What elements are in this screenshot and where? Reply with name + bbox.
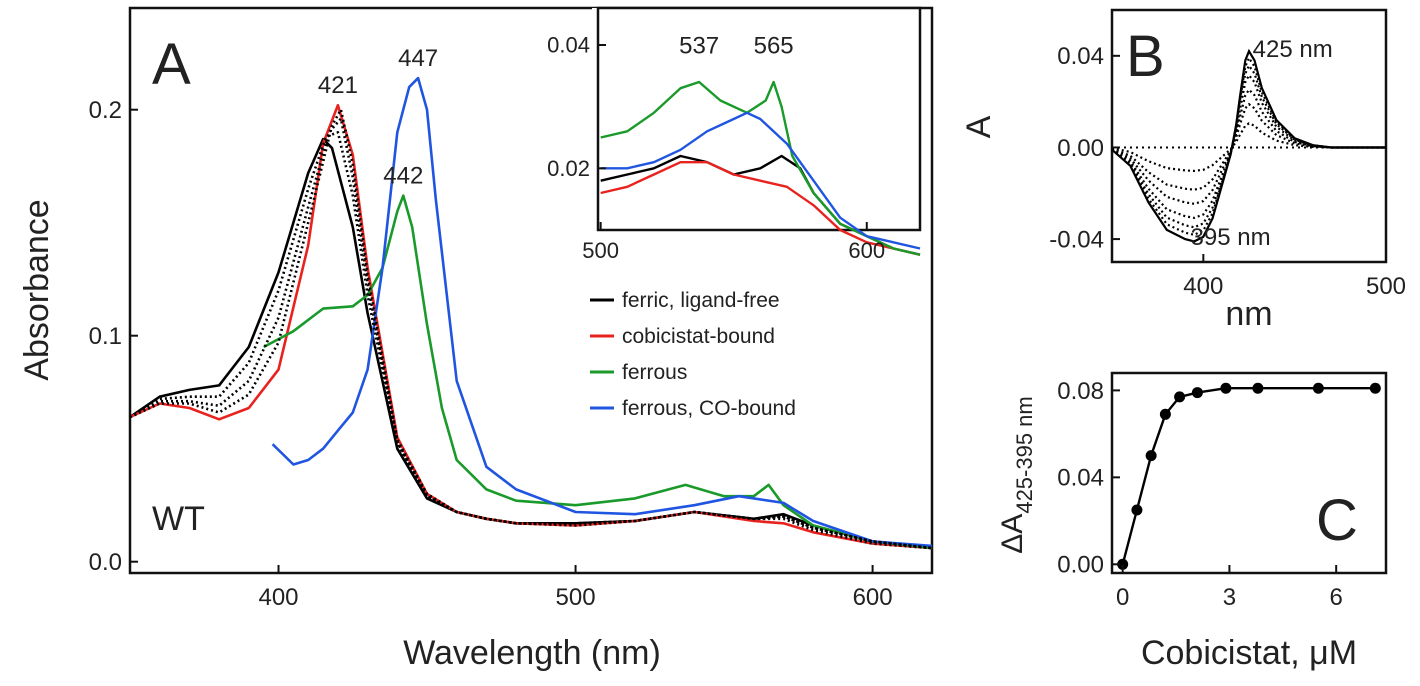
panel-b: 400 500 0.04 0.00 -0.04 B 425 nm 395 nm nm A: [960, 8, 1406, 333]
panel-a-ylabel: Absorbance: [18, 199, 56, 380]
titration-point: [1369, 382, 1381, 394]
inset-spectrum-ferrous: [600, 80, 921, 256]
titration-point: [1312, 382, 1324, 394]
panel-a-xtick-label: 500: [556, 584, 596, 611]
titration-fit-line: [1121, 387, 1376, 565]
inset-spectrum-ferrous-co-bound: [600, 111, 921, 250]
difference-spectrum-3: [1111, 87, 1386, 205]
peak-annotation-395-nm: 395 nm: [1191, 224, 1271, 251]
panel-b-xtick-label: 500: [1366, 273, 1406, 300]
panel-c-ytick-label: 0.00: [1057, 552, 1104, 579]
inset-spectrum-cobicistat-bound: [600, 161, 921, 256]
legend-label-ferrous: ferrous: [622, 361, 687, 384]
panel-c-ylabel-main: ΔA: [996, 514, 1029, 554]
titration-point: [1174, 391, 1186, 403]
legend-entry-co: ferrous, CO-bound: [590, 397, 796, 420]
peak-label-442: 442: [383, 163, 423, 190]
inset-curves: [600, 80, 921, 256]
difference-spectrum-5: [1111, 63, 1386, 229]
inset-ytick-label: 0.04: [547, 33, 590, 58]
titration-point: [1131, 504, 1143, 516]
titration-point: [1191, 387, 1203, 399]
inset-axes: 500 600 0.02 0.04: [547, 33, 885, 263]
panel-a-ytick-label: 0.2: [89, 97, 122, 124]
panel-a-frame: [128, 6, 934, 575]
panel-a-ytick-label: 0.0: [89, 549, 122, 576]
legend: ferric, ligand-free cobicistat-bound fer…: [590, 289, 796, 420]
panel-a-xtick-label: 600: [853, 584, 893, 611]
panel-b-ytick-label: 0.00: [1057, 135, 1104, 162]
panel-c: 0 3 6 0.00 0.04 0.08 C Cobicistat, μM ΔA425-3…: [996, 371, 1388, 672]
panel-a-peak-labels: 421 447 442: [318, 45, 438, 190]
legend-entry-cobicistat: cobicistat-bound: [590, 325, 775, 348]
panel-c-frame: [1110, 371, 1388, 575]
panel-b-xlabel: nm: [1225, 295, 1272, 333]
inset-xtick-label: 500: [582, 238, 619, 263]
peak-label-421: 421: [318, 72, 358, 99]
panel-a-xlabel: Wavelength (nm): [403, 634, 661, 672]
panel-c-ytick-label: 0.04: [1057, 465, 1104, 492]
panel-c-xtick-label: 6: [1330, 584, 1343, 611]
panel-c-xlabel: Cobicistat, μM: [1141, 634, 1357, 672]
panel-c-xtick-label: 0: [1116, 584, 1129, 611]
inset-peak-labels: 537 565: [679, 32, 794, 59]
panel-b-ylabel: A: [960, 115, 998, 138]
inset-peak-label-565: 565: [754, 32, 794, 59]
panel-c-letter: C: [1316, 488, 1358, 553]
titration-point: [1159, 408, 1171, 420]
titration-point: [1252, 382, 1264, 394]
panel-b-axes: 400 500 0.04 0.00 -0.04: [1049, 43, 1406, 300]
spectrum-cobicistat-bound: [129, 103, 933, 550]
panel-a-xtick-label: 400: [258, 584, 298, 611]
panel-b-letter: B: [1126, 24, 1165, 89]
panel-b-xtick-label: 400: [1183, 273, 1223, 300]
panel-c-xtick-label: 3: [1223, 584, 1236, 611]
spectrum-titration-3: [129, 108, 933, 550]
inset-xtick-label: 600: [848, 238, 885, 263]
spectrum-ferrous: [263, 194, 933, 550]
panel-b-ytick-label: 0.04: [1057, 43, 1104, 70]
legend-label-cobicistat: cobicistat-bound: [622, 325, 775, 348]
panel-b-ytick-label: -0.04: [1049, 226, 1104, 253]
spectrum-ferrous-co-bound: [271, 76, 933, 548]
inset-peak-label-537: 537: [679, 32, 719, 59]
panel-c-curves: [1117, 382, 1381, 570]
panel-c-ylabel-sub: 425-395 nm: [1012, 396, 1037, 513]
panel-b-annotations: 425 nm 395 nm: [1191, 36, 1333, 251]
legend-entry-ferrous: ferrous: [590, 361, 687, 384]
legend-label-co: ferrous, CO-bound: [622, 397, 796, 420]
panel-b-frame: [1110, 8, 1388, 264]
legend-entry-ferric: ferric, ligand-free: [590, 289, 780, 312]
panel-a-ytick-label: 0.1: [89, 323, 122, 350]
panel-c-axes: 0 3 6 0.00 0.04 0.08: [1057, 378, 1343, 611]
difference-spectrum-1: [1111, 122, 1386, 173]
panel-a-letter: A: [152, 32, 191, 97]
inset-frame: [596, 6, 922, 232]
titration-point: [1117, 558, 1129, 570]
panel-c-ylabel-text: ΔA425-395 nm: [996, 396, 1037, 553]
sample-label: WT: [152, 500, 205, 538]
panel-a-curves: [129, 76, 933, 550]
panel-c-ylabel: ΔA425-395 nm: [996, 396, 1037, 553]
panel-c-ytick-label: 0.08: [1057, 378, 1104, 405]
inset-ytick-label: 0.02: [547, 156, 590, 181]
inset: 500 600 0.02 0.04 537 565: [547, 6, 922, 263]
titration-point: [1220, 382, 1232, 394]
panel-a-axes: 400 500 600 0.0 0.1 0.2: [89, 97, 893, 611]
panel-b-curves: [1111, 48, 1386, 243]
peak-annotation-425-nm: 425 nm: [1253, 36, 1333, 63]
legend-label-ferric: ferric, ligand-free: [622, 289, 780, 312]
difference-spectrum-7: [1111, 48, 1386, 243]
titration-point: [1145, 450, 1157, 462]
peak-label-447: 447: [398, 45, 438, 72]
